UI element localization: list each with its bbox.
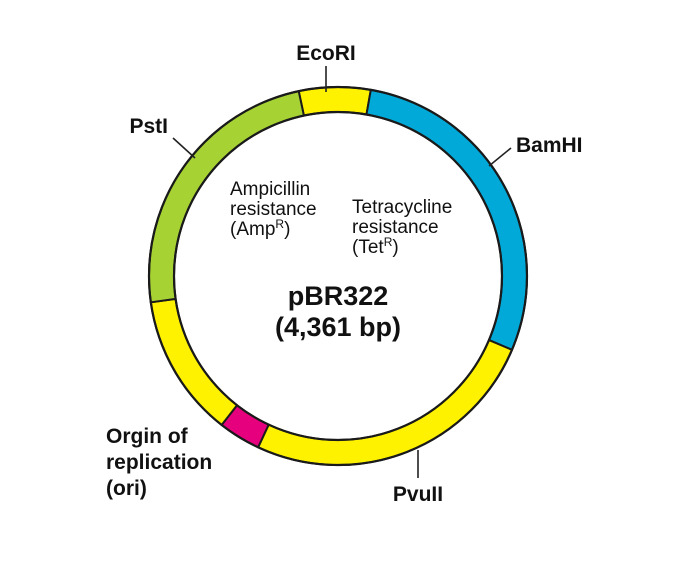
tet-label-line3: (TetR) [352, 235, 399, 258]
amp-label-line2: resistance [230, 199, 317, 220]
ring-inner-edge [172, 110, 504, 442]
plasmid-name: pBR322 [288, 281, 389, 311]
bamhi-label: BamHI [516, 134, 583, 157]
tet-label-line1: Tetracycline [352, 197, 452, 218]
ori-label-line3: (ori) [106, 477, 147, 500]
amp-label-line3: (AmpR) [230, 217, 290, 240]
plasmid-size: (4,361 bp) [275, 312, 401, 342]
tet-label-line2: resistance [352, 217, 439, 238]
ori-label-line1: Orgin of [106, 425, 189, 448]
pvuii-label: PvuII [393, 483, 443, 506]
pvuii-region [257, 339, 513, 466]
plasmid-ring [147, 85, 529, 467]
psti-label: PstI [129, 115, 168, 138]
bamhi-leader [488, 147, 512, 167]
psti-leader [172, 137, 196, 159]
ring-outer-edge [147, 85, 529, 467]
ecori-label: EcoRI [296, 42, 356, 65]
left-region [149, 297, 239, 426]
amp-label-line1: Ampicillin [230, 179, 310, 200]
ori-label-line2: replication [106, 451, 212, 474]
